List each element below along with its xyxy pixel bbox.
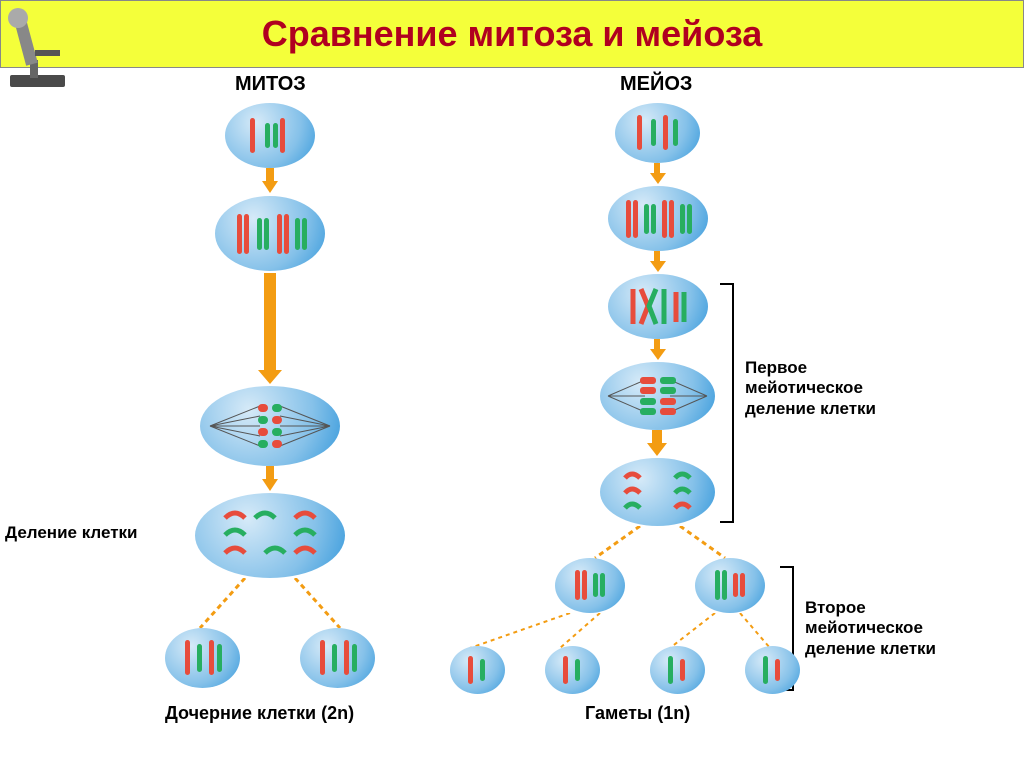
second-meiotic-label: Второе мейотическое деление клетки [805, 598, 936, 659]
diagram-area: МИТОЗ МЕЙОЗ [0, 68, 1024, 748]
meiosis-cell-1 [615, 103, 700, 163]
mitosis-cell-4 [195, 493, 345, 578]
first-meiotic-label: Первое мейотическое деление клетки [745, 358, 876, 419]
mitosis-daughter-2 [300, 628, 375, 688]
meiosis-cell-4 [600, 362, 715, 430]
bracket-first [720, 283, 734, 523]
page-title: Сравнение митоза и мейоза [0, 0, 1024, 68]
title-text: Сравнение митоза и мейоза [262, 13, 763, 54]
mitosis-cell-2 [215, 196, 325, 271]
mitosis-daughter-1 [165, 628, 240, 688]
arrow-icon [647, 443, 667, 456]
meiosis-split1-lines [570, 526, 750, 561]
spindle-icon [600, 362, 715, 430]
anaphase-chromosomes [195, 493, 345, 578]
mitosis-header: МИТОЗ [235, 73, 306, 96]
mitosis-cell-3 [200, 386, 340, 466]
arrow-icon [258, 370, 282, 384]
gametes-label: Гаметы (1n) [585, 703, 690, 724]
meiosis-header: МЕЙОЗ [620, 73, 692, 96]
meiosis-intermediate-2 [695, 558, 765, 613]
anaphase1-icon [600, 458, 715, 526]
arrow-line [264, 273, 276, 373]
mitosis-cell-1 [225, 103, 315, 168]
meiosis-intermediate-1 [555, 558, 625, 613]
arrow-icon [650, 261, 666, 272]
gamete-2 [545, 646, 600, 694]
meiosis-cell-3 [608, 274, 708, 339]
meiosis-cell-2 [608, 186, 708, 251]
daughter-cells-label: Дочерние клетки (2n) [165, 703, 354, 724]
arrow-icon [262, 181, 278, 193]
meiosis-cell-5 [600, 458, 715, 526]
gamete-3 [650, 646, 705, 694]
arrow-icon [262, 479, 278, 491]
gamete-1 [450, 646, 505, 694]
gamete-4 [745, 646, 800, 694]
mitosis-split-lines [175, 578, 365, 633]
arrow-icon [650, 349, 666, 360]
division-label: Деление клетки [5, 523, 150, 543]
spindle-icon [200, 386, 340, 466]
crossing-over-icon [608, 274, 708, 339]
arrow-icon [650, 173, 666, 184]
